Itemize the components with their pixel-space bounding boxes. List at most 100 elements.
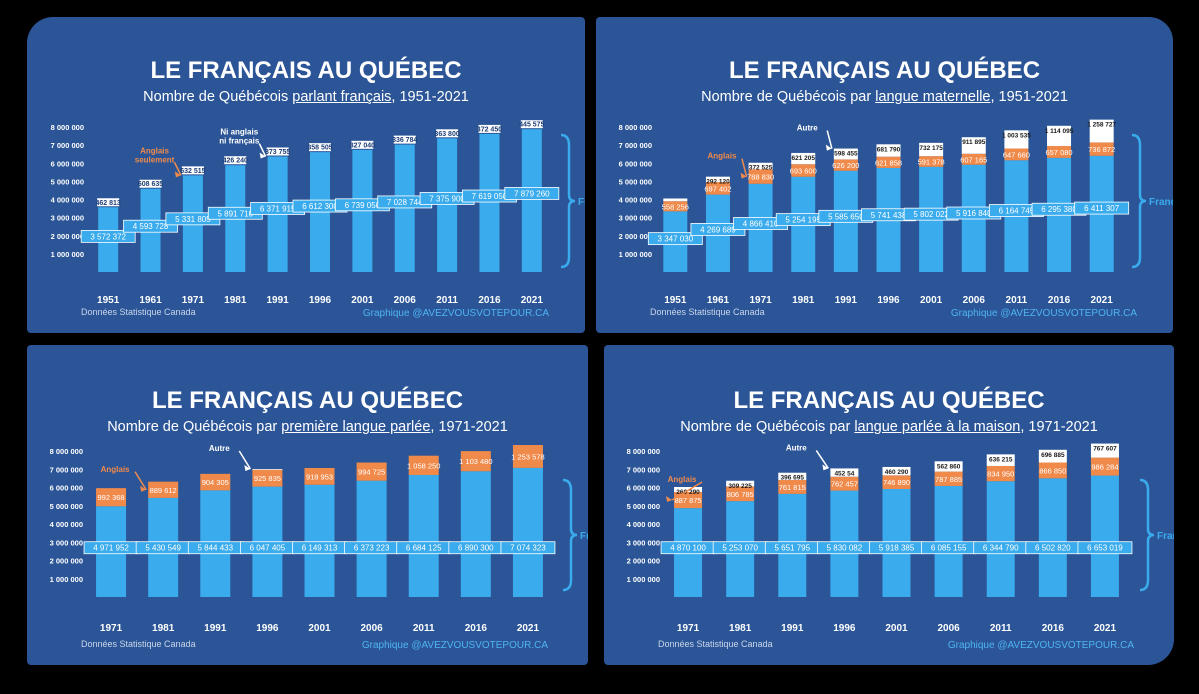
data-label-francais: 3 572 372 (90, 232, 126, 241)
bar-cap (266, 147, 289, 156)
bracket-label: Français (580, 531, 588, 542)
annotation-arrow (258, 143, 267, 157)
bar-cap (309, 143, 331, 152)
data-label-autre: 767 607 (1093, 446, 1117, 453)
bar-autre (778, 472, 807, 480)
data-label-anglais: 697 402 (704, 184, 731, 193)
data-label-anglais: 762 457 (831, 480, 858, 489)
data-label-autre: 911 895 (962, 139, 986, 146)
bar-anglais (986, 465, 1015, 482)
data-label-anglais: 788 830 (747, 173, 774, 182)
data-label-anglais: 925 835 (254, 474, 281, 483)
x-tick-label: 1951 (97, 295, 120, 306)
annotation-label: Anglais (140, 146, 169, 155)
data-label-top: 372 450 (477, 126, 502, 133)
data-label-box (80, 229, 136, 243)
annotation-label: Anglais (668, 475, 697, 484)
bar-anglais (1090, 457, 1119, 476)
data-label-francais: 5 254 195 (785, 216, 821, 225)
y-tick-label: 2 000 000 (50, 557, 83, 566)
bar-autre (748, 162, 773, 170)
annotation-label: Autre (209, 444, 230, 453)
y-tick-label: 8 000 000 (627, 447, 660, 456)
bar-francais (356, 480, 387, 597)
bar-anglais (512, 445, 543, 468)
data-label-francais: 3 347 030 (658, 235, 694, 244)
bar-anglais (356, 462, 387, 481)
x-tick-label: 2021 (1091, 295, 1114, 306)
data-label-anglais: 621 858 (875, 158, 902, 167)
bar-autre (876, 144, 901, 157)
data-label-anglais: 1 253 578 (511, 452, 544, 461)
annotation-arrow (671, 481, 703, 501)
annotation-label: Autre (797, 124, 818, 133)
data-label-autre: 396 695 (781, 475, 805, 482)
bar-anglais (919, 156, 944, 167)
data-label-autre: 309 225 (728, 483, 752, 490)
x-tick-label: 1971 (182, 295, 205, 306)
bar-cap (520, 120, 543, 129)
data-label-francais: 5 430 549 (145, 544, 181, 553)
data-label-anglais: 746 890 (883, 478, 910, 487)
bar-cap (181, 166, 204, 175)
source-note: Données Statistique Canada (81, 639, 196, 649)
y-tick-label: 3 000 000 (50, 538, 83, 547)
annotation-arrowhead (259, 152, 266, 159)
bar-cap (139, 179, 162, 188)
subtitle-text: Nombre de Québécois par (107, 419, 282, 435)
x-tick-label: 2001 (885, 623, 908, 634)
data-label-anglais: 866 850 (1039, 466, 1066, 475)
x-tick-label: 2016 (465, 623, 488, 634)
subtitle-range: , 1951-2021 (990, 89, 1068, 105)
data-label-francais: 6 502 820 (1035, 544, 1071, 553)
data-label-francais: 4 866 410 (743, 219, 779, 228)
bar-anglais (674, 491, 703, 509)
data-label-autre: 696 885 (1041, 452, 1065, 459)
bar-autre (919, 142, 944, 157)
data-label-francais: 6 344 790 (983, 544, 1019, 553)
data-label-anglais: 761 815 (779, 483, 806, 492)
data-label-box (647, 232, 703, 246)
data-label-francais: 6 149 313 (302, 544, 338, 553)
data-label-autre: 681 790 (877, 146, 901, 153)
data-label-francais: 5 585 650 (828, 212, 864, 221)
annotation-label: Ni anglais (220, 128, 258, 137)
annotation-arrowhead (140, 485, 147, 492)
bracket-label: Français (1157, 531, 1174, 542)
bar-chart: 1 000 000 2 000 000 3 000 000 4 000 000 5 00… (50, 444, 588, 634)
data-label-francais: 5 741 438 (871, 211, 907, 220)
data-label-francais: 6 653 019 (1087, 544, 1123, 553)
panel-title: LE FRANÇAIS AU QUÉBEC (733, 387, 1045, 414)
x-tick-label: 2006 (937, 623, 960, 634)
bar-autre (726, 480, 755, 487)
data-label-anglais: 834 950 (987, 470, 1014, 479)
bar-francais (521, 129, 542, 272)
y-tick-label: 2 000 000 (51, 232, 84, 241)
data-label-top: 426 240 (223, 158, 248, 165)
data-label-top: 462 813 (96, 200, 121, 207)
y-tick-label: 8 000 000 (50, 447, 83, 456)
y-tick-label: 4 000 000 (627, 520, 660, 529)
x-tick-label: 1971 (100, 623, 123, 634)
bar-anglais (778, 479, 807, 494)
x-tick-label: 2021 (517, 623, 540, 634)
bar-anglais (460, 451, 491, 472)
bar-francais (1038, 478, 1067, 597)
annotation-label: ni français (219, 137, 260, 146)
panel-title: LE FRANÇAIS AU QUÉBEC (728, 57, 1041, 84)
data-label-top: 363 800 (434, 131, 459, 138)
data-label-box (1074, 201, 1130, 215)
panel-title: LE FRANÇAIS AU QUÉBEC (150, 57, 462, 84)
subtitle-range: , 1971-2021 (430, 419, 508, 435)
data-label-anglais: 693 600 (790, 166, 817, 175)
data-label-francais: 4 870 100 (670, 544, 706, 553)
bar-anglais (663, 201, 688, 212)
data-label-top: 608 635 (138, 181, 163, 188)
bar-anglais (1004, 148, 1029, 161)
y-tick-label: 5 000 000 (50, 502, 83, 511)
chart-panel-langue-maternelle: LE FRANÇAIS AU QUÉBEC Nombre de Québécoi… (596, 17, 1173, 333)
annotation-arrowhead (174, 171, 181, 178)
x-tick-label: 1996 (309, 295, 332, 306)
bar-cap (351, 140, 374, 149)
data-label-francais: 4 971 952 (93, 544, 129, 553)
